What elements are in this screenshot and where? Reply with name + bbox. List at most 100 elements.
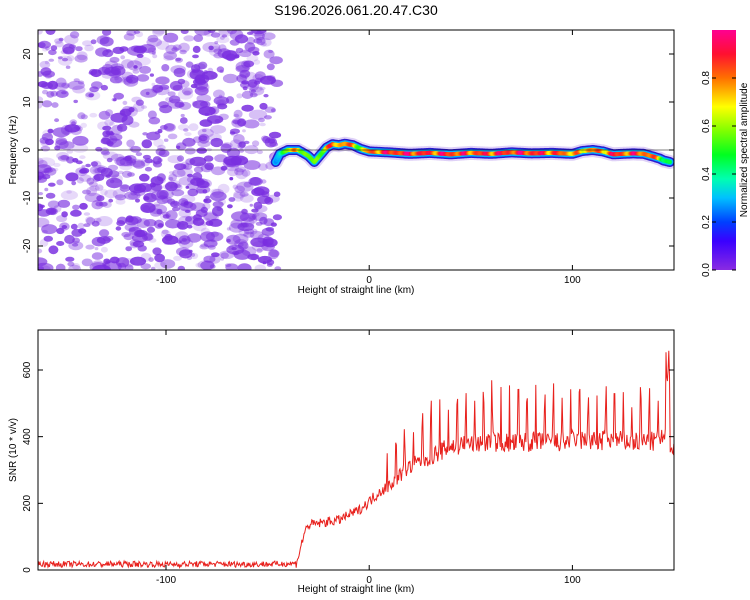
snr-frame — [37, 329, 675, 571]
noise-blob — [158, 101, 169, 109]
noise-blob — [80, 122, 87, 128]
noise-blob — [53, 167, 59, 172]
noise-blob — [157, 158, 163, 163]
spectrogram-y-ticks: -20 -10 0 10 20 — [22, 48, 674, 253]
noise-blob — [191, 69, 196, 73]
noise-blob — [64, 234, 75, 244]
noise-blob — [181, 87, 193, 95]
noise-blob — [151, 82, 156, 87]
noise-blob — [229, 139, 243, 149]
noise-blob — [222, 73, 239, 84]
noise-blob — [148, 257, 154, 262]
noise-blob — [179, 249, 193, 259]
noise-blob — [225, 263, 239, 270]
noise-blob — [48, 58, 55, 62]
noise-blob — [163, 138, 169, 142]
noise-blob — [219, 250, 235, 260]
y-tick-label: 400 — [22, 428, 33, 445]
noise-blob — [270, 222, 277, 227]
noise-blob — [177, 124, 190, 131]
noise-blob — [162, 214, 170, 219]
noise-blob — [178, 101, 192, 110]
noise-blob — [180, 161, 190, 170]
noise-blob — [241, 90, 254, 99]
noise-blob — [141, 105, 147, 109]
noise-blob — [239, 191, 249, 197]
noise-blob — [212, 201, 224, 208]
noise-blob — [176, 145, 181, 149]
noise-blob — [150, 176, 164, 186]
noise-blob — [47, 128, 54, 134]
noise-blob — [192, 172, 203, 181]
noise-blob — [174, 101, 185, 108]
noise-blob — [265, 227, 274, 232]
noise-blob — [207, 245, 216, 250]
noise-blob — [161, 229, 169, 235]
noise-blob — [213, 96, 230, 106]
noise-blob — [196, 147, 207, 154]
noise-blob — [152, 54, 158, 59]
noise-blob — [183, 35, 195, 42]
noise-blob — [95, 201, 103, 207]
snr-x-ticks: -100 0 100 — [156, 330, 581, 586]
noise-blob — [131, 96, 142, 103]
noise-blob — [75, 46, 83, 52]
noise-blob — [163, 123, 176, 132]
noise-blob — [197, 140, 211, 148]
noise-blob — [151, 183, 163, 192]
noise-blob — [90, 69, 102, 78]
noise-blob — [78, 174, 92, 182]
y-tick-label: 10 — [22, 96, 33, 108]
noise-blob — [179, 49, 187, 55]
noise-blob — [176, 221, 189, 230]
noise-blob — [147, 110, 157, 119]
noise-blob — [50, 45, 58, 51]
noise-blob — [77, 112, 86, 120]
noise-blob — [134, 56, 151, 66]
noise-blob — [92, 264, 112, 270]
noise-blob — [178, 215, 196, 226]
noise-blob — [202, 128, 207, 133]
noise-blob — [203, 212, 219, 222]
noise-blob — [105, 109, 113, 117]
noise-blob — [176, 167, 193, 177]
noise-blob — [185, 158, 196, 166]
noise-blob — [110, 179, 115, 184]
noise-blob — [243, 228, 255, 235]
noise-blob — [44, 60, 49, 65]
noise-blob — [154, 177, 166, 184]
noise-blob — [172, 206, 180, 212]
noise-blob — [262, 136, 271, 144]
noise-blob — [116, 156, 126, 166]
noise-blob — [195, 188, 205, 194]
noise-blob — [192, 100, 208, 109]
noise-blob — [132, 160, 146, 169]
noise-blob — [39, 137, 49, 144]
noise-blob — [268, 131, 282, 139]
noise-blob — [60, 190, 78, 200]
noise-blob — [45, 30, 56, 35]
noise-blob — [183, 128, 189, 132]
noise-blob — [99, 228, 109, 237]
noise-blob — [208, 45, 214, 51]
noise-blob — [216, 207, 222, 212]
noise-blob — [270, 79, 284, 88]
noise-blob — [72, 204, 80, 210]
noise-blob — [234, 34, 249, 44]
noise-blob — [92, 174, 101, 182]
noise-blob — [75, 160, 83, 165]
noise-blob — [119, 184, 131, 192]
x-tick-label: 0 — [366, 575, 372, 586]
noise-blob — [56, 179, 64, 186]
noise-blob — [221, 142, 233, 149]
noise-blob — [184, 209, 191, 213]
colorbar: 0.0 0.2 0.4 0.6 0.8 Normalized spectral ampl… — [701, 30, 750, 277]
noise-blob — [106, 157, 113, 163]
spectrogram-y-axis-title: Frequency (Hz) — [8, 116, 19, 185]
noise-blob — [174, 163, 187, 171]
x-tick-label: 100 — [564, 275, 581, 286]
noise-blob — [153, 162, 158, 166]
noise-blob — [76, 51, 88, 61]
noise-blob — [240, 81, 250, 89]
noise-blob — [197, 128, 214, 138]
